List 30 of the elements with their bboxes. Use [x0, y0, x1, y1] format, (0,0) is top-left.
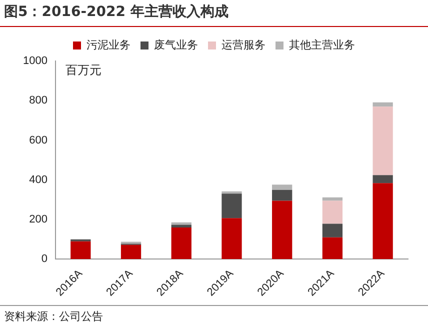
bar	[372, 106, 393, 176]
bar	[171, 227, 192, 260]
legend-label: 运营服务	[222, 38, 266, 52]
bar	[70, 241, 91, 260]
bar	[222, 191, 242, 194]
bar	[272, 200, 292, 260]
bar	[372, 102, 393, 107]
y-tick-label: 800	[29, 94, 48, 107]
y-tick-label: 400	[29, 174, 48, 186]
y-axis-title: 百万元	[65, 63, 102, 78]
y-tick-label: 0	[41, 253, 48, 266]
legend-label: 废气业务	[154, 38, 198, 52]
bar	[272, 184, 292, 190]
bar	[322, 237, 343, 260]
chart-title: 图5：2016-2022 年主营收入构成	[4, 3, 228, 21]
y-tick-label: 1000	[22, 55, 48, 68]
bar	[372, 183, 393, 260]
y-tick-label: 200	[29, 214, 48, 226]
text: 资料来源：公司公告	[4, 309, 103, 324]
bar	[120, 244, 142, 260]
bar	[222, 218, 242, 260]
bar	[322, 224, 343, 238]
bar	[372, 175, 393, 184]
y-tick-label: 600	[29, 134, 48, 146]
legend-label: 其他主营业务	[289, 38, 355, 52]
bar	[171, 224, 192, 228]
bar	[272, 190, 292, 201]
legend-label: 污泥业务	[86, 38, 130, 52]
bar	[222, 194, 242, 218]
bar	[322, 200, 343, 224]
